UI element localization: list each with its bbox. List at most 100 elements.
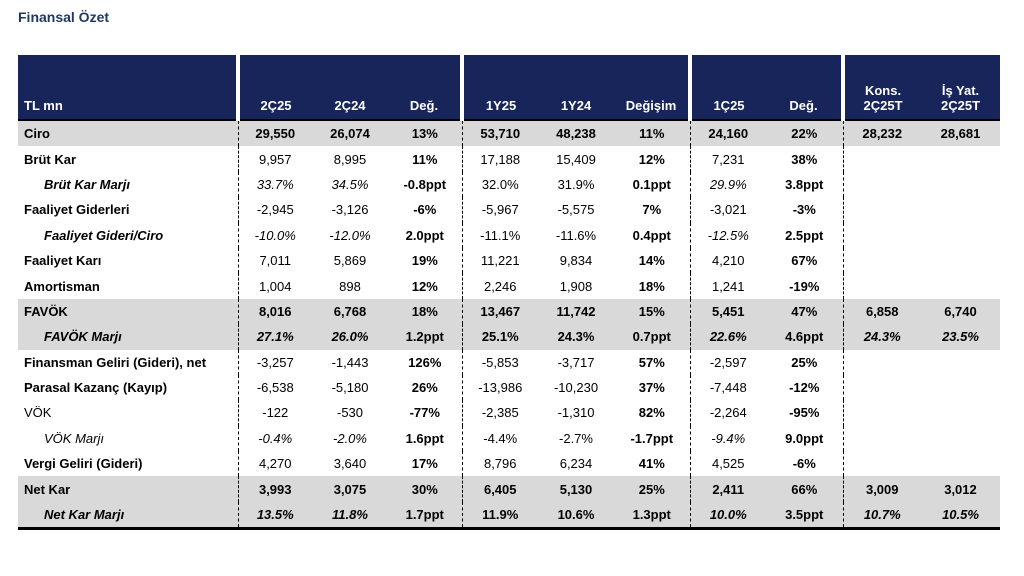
cell: 5,869: [333, 253, 367, 269]
cell: -6%: [413, 202, 437, 218]
cell: [842, 197, 921, 223]
cell: 8,016: [237, 298, 312, 325]
cell: [842, 146, 921, 172]
cell: [921, 223, 1000, 248]
header-text: 1Y25: [485, 98, 517, 113]
cell: 6,858: [842, 298, 921, 325]
cell: 3,009: [842, 476, 921, 502]
cell: -13,986: [461, 374, 538, 401]
row-label: Faaliyet Karı: [24, 253, 102, 269]
cell: [921, 273, 1000, 298]
header-text: 2Ç25T: [940, 98, 981, 113]
cell: 30%: [388, 476, 462, 502]
cell: [842, 222, 921, 248]
cell: -2,264: [689, 400, 766, 426]
cell: 17,188: [461, 146, 538, 172]
cell: 0.4ppt: [632, 227, 671, 243]
cell: 2,246: [461, 273, 538, 299]
cell: 32.0%: [461, 171, 538, 198]
column-header: Değ.: [388, 55, 462, 120]
cell: 1.7ppt: [388, 501, 462, 531]
cell: 3,075: [312, 476, 388, 502]
cell: -7,448: [689, 374, 766, 401]
cell: 4.6ppt: [766, 324, 843, 350]
cell: 41%: [638, 456, 665, 472]
cell: 10.6%: [538, 501, 614, 531]
cell: -5,967: [461, 197, 538, 223]
table-row: Faaliyet Karı 7,011 5,869 19% 11,221 9,834 14%…: [18, 247, 1000, 274]
cell: [921, 350, 1000, 375]
cell: [921, 146, 1000, 171]
cell: -2.7%: [559, 430, 593, 446]
cell: 4,270: [237, 451, 312, 477]
column-header: 1Y25: [460, 55, 538, 120]
cell: [842, 273, 921, 299]
cell: -6%: [792, 456, 816, 472]
cell: -9.4%: [689, 425, 766, 452]
cell: 2.0ppt: [405, 227, 444, 243]
cell: 0.1ppt: [632, 176, 671, 192]
row-label: Faaliyet Giderleri: [24, 202, 130, 218]
cell: -6,538: [237, 374, 312, 401]
cell: 4,525: [689, 451, 766, 477]
cell: 31.9%: [557, 176, 595, 192]
cell: 0.7ppt: [614, 324, 690, 350]
table-row: Amortisman 1,004 898 12% 2,246 1,908 18% 1,241 -…: [18, 273, 1000, 299]
cell: 37%: [638, 380, 665, 396]
cell: -1,443: [331, 354, 369, 370]
cell: 4,210: [689, 247, 766, 274]
row-label: FAVÖK: [18, 298, 238, 325]
cell: 11,742: [538, 298, 614, 325]
cell: 53,710: [461, 118, 538, 147]
table-row: Faaliyet Giderleri -2,945 -3,126 -6% -5,967 -…: [18, 197, 1000, 223]
cell: 38%: [791, 151, 818, 167]
cell: 33.7%: [237, 171, 312, 198]
table-row: Parasal Kazanç (Kayıp) -6,538 -5,180 26% -13…: [18, 374, 1000, 401]
cell: 28,681: [921, 118, 1000, 147]
header-text: 1Y24: [560, 98, 592, 113]
cell: 22.6%: [689, 324, 766, 350]
cell: 17%: [411, 456, 438, 472]
cell: 27.1%: [237, 324, 312, 350]
header-text: TL mn: [24, 98, 63, 113]
cell: 11.9%: [461, 501, 538, 531]
cell: [842, 171, 921, 198]
row-label: Net Kar Marjı: [18, 501, 238, 531]
cell: [842, 349, 921, 375]
cell: 25%: [614, 476, 690, 502]
cell: 1,241: [689, 273, 766, 299]
cell: -12.5%: [689, 222, 766, 248]
cell: 10.7%: [842, 501, 921, 531]
cell: 18%: [638, 278, 665, 294]
header-text: 2Ç24: [334, 98, 366, 113]
cell: 7,011: [237, 247, 312, 274]
cell: 25%: [791, 354, 818, 370]
cell: 13%: [388, 118, 462, 147]
row-label: VÖK Marjı: [44, 430, 104, 446]
table-row: Vergi Geliri (Gideri) 4,270 3,640 17% 8,796 6…: [18, 451, 1000, 477]
header-text: Kons.: [864, 83, 902, 98]
row-label: Parasal Kazanç (Kayıp): [24, 380, 168, 396]
cell: 47%: [766, 298, 843, 325]
column-header: 1Ç25: [688, 55, 766, 120]
cell: 5,130: [538, 476, 614, 502]
cell: 26.0%: [312, 324, 388, 350]
cell: -3,257: [237, 349, 312, 375]
table-row: Net Kar Marjı 13.5% 11.8% 1.7ppt 11.9% 10.6% 1…: [18, 501, 1000, 531]
cell: -3,126: [331, 202, 369, 218]
cell: 12%: [638, 151, 665, 167]
cell: [842, 374, 921, 401]
cell: 1.2ppt: [388, 324, 462, 350]
row-label: VÖK: [24, 405, 52, 421]
cell: -77%: [409, 405, 440, 421]
cell: 66%: [766, 476, 843, 502]
row-label: Finansman Geliri (Gideri), net: [24, 354, 207, 370]
cell: 15,409: [556, 151, 596, 167]
cell: -19%: [789, 278, 820, 294]
cell: 6,768: [312, 298, 388, 325]
cell: [921, 400, 1000, 425]
cell: -2,945: [237, 197, 312, 223]
cell: 24.3%: [538, 324, 614, 350]
cell: 22%: [766, 118, 843, 147]
cell: 11,221: [461, 247, 538, 274]
